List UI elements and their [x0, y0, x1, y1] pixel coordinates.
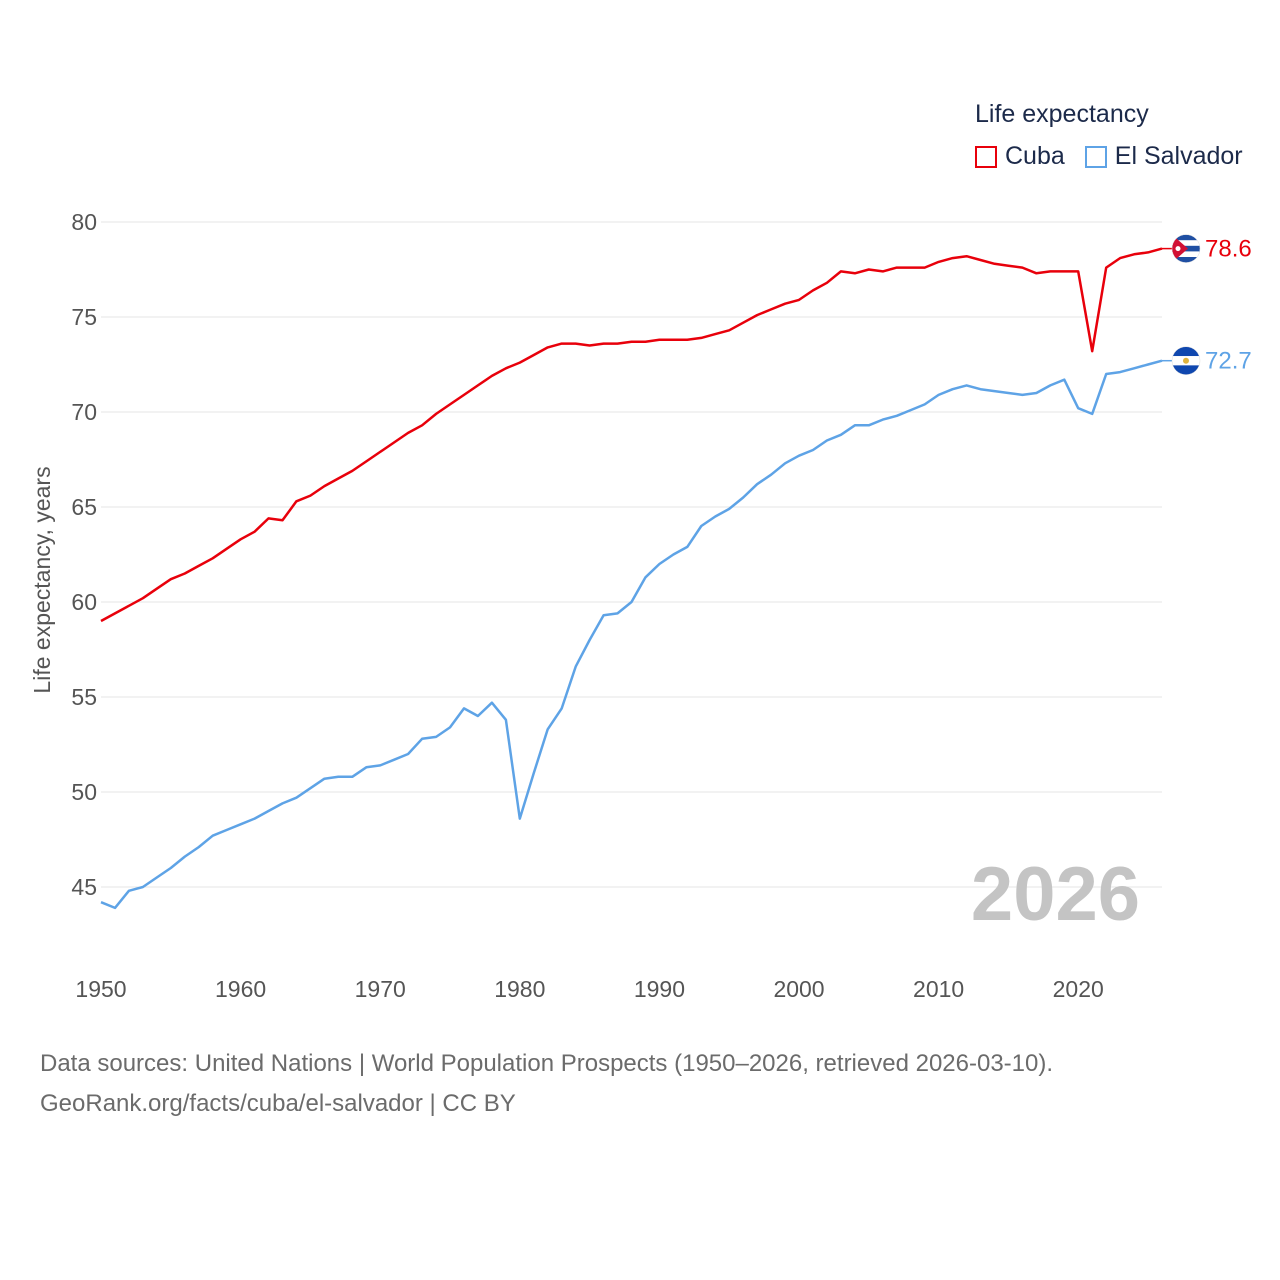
- y-tick-label: 75: [71, 304, 97, 330]
- x-tick-label: 1970: [355, 976, 406, 1002]
- legend-item-el-salvador[interactable]: El Salvador: [1084, 142, 1243, 171]
- grid-lines: [101, 221, 1162, 888]
- y-tick-label: 80: [71, 209, 97, 235]
- data-sources-text: Data sources: United Nations | World Pop…: [40, 1050, 1054, 1077]
- series-line-el-salvador: [100, 359, 1163, 910]
- y-tick-label: 60: [71, 589, 97, 615]
- series-end-labels: 78.6 72.7: [1162, 234, 1252, 375]
- x-axis-ticks: 1950 1960 1970 1980 1990 2000 2010 2020: [75, 976, 1103, 1002]
- x-tick-label: 1960: [215, 976, 266, 1002]
- legend-label-cuba: Cuba: [1005, 142, 1065, 170]
- x-tick-label: 1990: [634, 976, 685, 1002]
- footer: Data sources: United Nations | World Pop…: [40, 1044, 1053, 1124]
- y-axis-label: Life expectancy, years: [29, 466, 55, 693]
- legend-swatch-cuba: [975, 145, 997, 168]
- legend-title: Life expectancy: [975, 100, 1149, 128]
- y-tick-label: 45: [71, 874, 97, 900]
- end-value-label-cuba: 78.6: [1205, 236, 1252, 263]
- x-tick-label: 2000: [773, 976, 824, 1002]
- end-value-label-el-salvador: 72.7: [1205, 348, 1252, 375]
- x-tick-label: 2010: [913, 976, 964, 1002]
- x-tick-label: 1950: [75, 976, 126, 1002]
- legend-item-cuba[interactable]: Cuba: [975, 142, 1065, 171]
- y-tick-label: 70: [71, 399, 97, 425]
- series-line-cuba: [100, 247, 1163, 623]
- cuba-flag-icon: [1171, 234, 1201, 263]
- y-tick-label: 55: [71, 684, 97, 710]
- y-axis-ticks: 45 50 55 60 65 70 75 80: [71, 209, 97, 900]
- credit-link[interactable]: GeoRank.org/facts/cuba/el-salvador | CC …: [40, 1090, 516, 1117]
- el-salvador-flag-icon: [1171, 346, 1201, 375]
- legend-label-el-salvador: El Salvador: [1114, 142, 1243, 170]
- x-tick-label: 2020: [1053, 976, 1104, 1002]
- series-lines: [100, 247, 1163, 910]
- x-tick-label: 1980: [494, 976, 545, 1002]
- y-tick-label: 65: [71, 494, 97, 520]
- year-watermark: 2026: [971, 852, 1140, 937]
- legend: Cuba El Salvador: [975, 142, 1263, 171]
- y-tick-label: 50: [71, 779, 97, 805]
- legend-swatch-el-salvador: [1084, 145, 1107, 168]
